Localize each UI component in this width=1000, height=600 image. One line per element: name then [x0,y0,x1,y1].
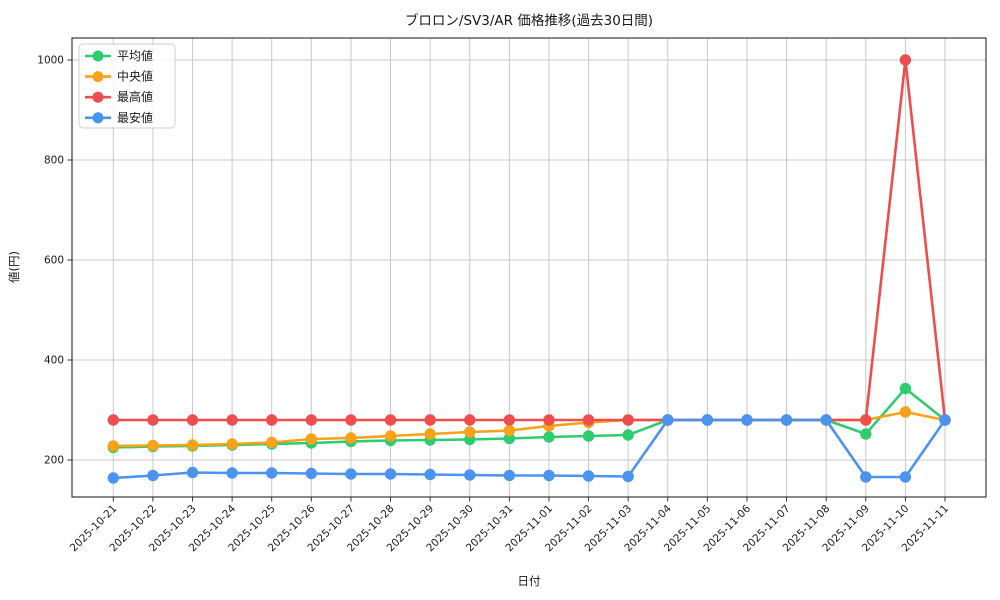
data-point-最高値 [622,414,634,426]
data-point-平均値 [899,382,912,395]
data-point-最安値 [424,468,436,481]
legend-dot-marker [92,71,104,83]
chart-title: ブロロン/SV3/AR 価格推移(過去30日間) [405,12,653,29]
legend-label: 最高値 [117,89,153,104]
data-point-最安値 [503,469,516,482]
data-point-最安値 [701,414,714,426]
series-line-中央値 [112,410,947,448]
data-point-最安値 [226,467,238,479]
data-point-最安値 [107,472,120,484]
data-series [107,54,951,484]
data-point-平均値 [622,429,634,441]
plot-border [71,37,987,498]
data-point-平均値 [503,432,516,445]
data-point-最安値 [305,467,318,480]
data-point-最安値 [384,468,397,480]
y-tick-label: 400 [44,355,64,367]
data-point-最安値 [186,466,199,479]
data-point-最高値 [543,414,555,426]
data-point-平均値 [582,430,595,442]
data-point-最安値 [820,414,832,426]
data-point-最高値 [226,414,238,426]
data-point-最高値 [899,54,912,66]
y-tick-label: 600 [44,255,64,267]
x-axis-label: 日付 [518,574,541,588]
data-point-最高値 [305,414,318,426]
legend-label: 最安値 [117,110,153,125]
legend-dot-marker [92,112,104,124]
tick-labels: 2025-10-212025-10-222025-10-232025-10-24… [37,55,951,555]
data-point-最安値 [464,469,476,481]
data-point-最高値 [384,414,397,426]
data-point-最高値 [424,414,436,426]
data-point-最高値 [266,414,278,426]
data-point-最安値 [741,414,753,426]
data-point-最高値 [345,414,357,426]
data-point-最安値 [582,470,595,482]
y-axis-label: 値(円) [7,251,21,283]
data-point-中央値 [424,428,436,440]
data-point-最安値 [543,469,555,482]
data-point-最安値 [147,469,159,482]
data-point-最安値 [266,467,278,479]
legend-box [78,43,176,129]
data-point-最高値 [186,414,199,426]
y-tick-label: 800 [44,155,64,167]
data-point-最安値 [345,468,357,480]
y-tick-label: 200 [44,455,64,467]
data-point-最高値 [503,414,516,426]
series-line-最安値 [112,418,947,480]
data-point-最安値 [899,471,912,483]
data-point-中央値 [107,440,120,452]
data-point-最安値 [662,414,674,426]
data-point-中央値 [503,424,516,437]
data-point-中央値 [899,406,912,418]
data-point-最高値 [464,414,476,426]
data-point-中央値 [226,438,238,450]
axis-ticks [67,59,946,502]
legend-dot-marker [92,91,104,103]
data-point-最高値 [107,414,120,426]
legend-label: 平均値 [117,48,153,63]
data-point-中央値 [464,426,476,438]
data-point-中央値 [305,433,318,445]
series-line-最高値 [112,58,947,422]
data-point-最安値 [939,414,951,426]
data-point-最安値 [622,470,634,483]
legend-dot-marker [92,50,104,62]
data-point-最高値 [582,414,595,426]
data-point-最高値 [147,414,159,426]
series-line-平均値 [112,387,947,449]
data-point-中央値 [345,432,357,444]
data-point-平均値 [543,431,555,443]
plot-border-rect [71,37,987,498]
legend-label: 中央値 [117,69,153,84]
y-tick-label: 1000 [37,55,64,67]
data-point-平均値 [860,428,872,440]
data-point-中央値 [266,436,278,449]
data-point-中央値 [384,430,397,442]
data-point-最安値 [860,471,872,483]
data-point-中央値 [186,439,199,451]
data-point-中央値 [147,439,159,452]
data-point-最高値 [860,414,872,426]
data-point-最安値 [780,414,793,426]
